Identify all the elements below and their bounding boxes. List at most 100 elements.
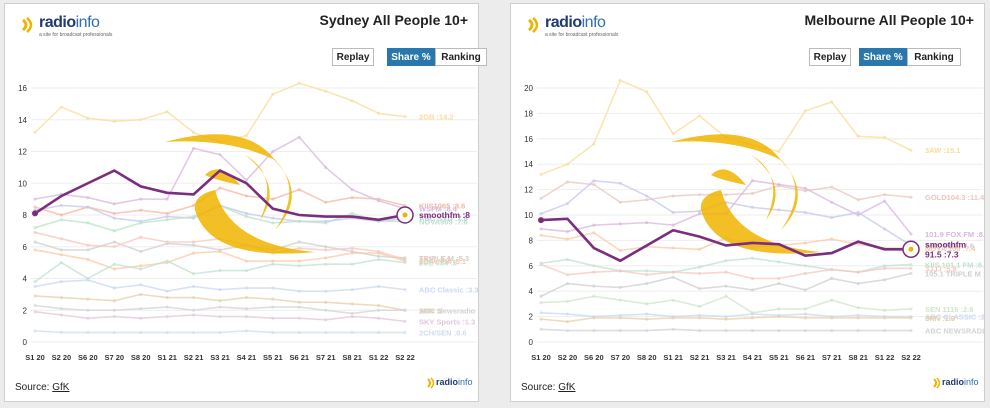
x-tick-label: S8 21 [848, 353, 868, 362]
series-point [324, 165, 328, 169]
ranking-button[interactable]: Ranking [907, 48, 961, 66]
y-tick-label: 16 [18, 84, 27, 93]
series-point [803, 109, 807, 113]
series-point [803, 264, 807, 268]
series-point [324, 256, 328, 260]
series-point [856, 306, 860, 310]
series-point [191, 130, 196, 135]
series-point [750, 288, 755, 292]
series-point [565, 281, 570, 286]
series-point [59, 330, 64, 335]
series-point [403, 203, 407, 208]
series-point [244, 295, 249, 300]
series-point [750, 316, 755, 320]
series-point [86, 116, 90, 120]
series-end-label: 2DAY FM :5.1 [419, 257, 466, 266]
melbourne-panel: radioinfo a site for broadcast professio… [510, 3, 985, 402]
radioinfo-logo[interactable]: radioinfo a site for broadcast professio… [525, 14, 635, 44]
series-point [244, 259, 249, 263]
series-point [165, 197, 169, 201]
series-point [803, 307, 807, 311]
series-point [403, 288, 407, 292]
replay-button[interactable]: Replay [332, 48, 374, 66]
series-point [244, 329, 249, 333]
radioinfo-mini-logo: radioinfo [932, 377, 979, 391]
replay-button[interactable]: Replay [809, 48, 851, 66]
series-point [777, 281, 781, 286]
series-point [882, 199, 887, 203]
series-point [376, 330, 381, 335]
series-point [165, 330, 169, 335]
series-point [750, 328, 755, 333]
series-point [777, 149, 781, 154]
series-point [565, 180, 570, 184]
source-link[interactable]: GfK [52, 382, 70, 393]
series-end-label: NOVA969 :7.6 [419, 217, 468, 226]
x-tick-label: S3 21 [716, 353, 736, 362]
series-end-label: 3JJJ :5.8 [925, 264, 957, 273]
share-percent-button[interactable]: Share % [387, 48, 435, 66]
series-point [244, 178, 249, 182]
series-point [403, 330, 407, 335]
series-point [645, 328, 649, 333]
series-end-point [402, 212, 408, 218]
series-point [856, 198, 860, 202]
mini-logo-wordmark: radioinfo [436, 377, 473, 387]
y-tick-label: 6 [23, 243, 28, 252]
series-point [218, 330, 222, 335]
y-tick-label: 18 [524, 109, 533, 118]
y-tick-label: 20 [524, 84, 533, 93]
radioinfo-logo[interactable]: radioinfo a site for broadcast professio… [19, 14, 129, 44]
series-point [324, 248, 328, 252]
series-point [403, 319, 407, 323]
series-point [271, 216, 275, 220]
y-tick-label: 0 [529, 338, 534, 347]
series-point [777, 328, 781, 333]
share-percent-button[interactable]: Share % [859, 48, 907, 66]
series-line-3aw [540, 79, 912, 176]
series-point [856, 316, 860, 320]
series-point [830, 237, 834, 241]
series-end-label: 2RN :2 [419, 306, 443, 315]
sydney-share-chart: 0 2 4 6 8 10 12 14 16 S1 20 S2 20 S6 20 S7 20 S8 20 S1… [18, 81, 478, 362]
series-point [112, 240, 116, 244]
x-tick-label: S2 21 [690, 353, 710, 362]
series-point [297, 316, 301, 320]
series-point [297, 188, 301, 192]
y-tick-label: 14 [18, 116, 27, 125]
series-point [350, 330, 354, 335]
ranking-button[interactable]: Ranking [435, 48, 487, 66]
series-point [297, 300, 301, 304]
watermark-arc [194, 190, 315, 254]
series-point [350, 262, 354, 266]
series-point [909, 271, 913, 276]
series-point [592, 270, 596, 274]
series-point [324, 89, 328, 93]
series-point [882, 316, 887, 320]
series-point [139, 208, 143, 212]
series-point [697, 287, 702, 291]
series-point [777, 276, 781, 281]
series-point [244, 286, 249, 290]
series-point [165, 211, 169, 216]
series-point [271, 149, 275, 154]
chart-title: Melbourne All People 10+ [804, 12, 974, 28]
series-point [297, 330, 301, 335]
series-point [856, 328, 860, 333]
series-point [565, 237, 570, 241]
series-point [830, 100, 834, 104]
radioinfo-watermark [165, 134, 315, 254]
series-point [803, 186, 807, 190]
series-point [350, 246, 354, 250]
series-end-label: ABC Classic :3.3 [419, 286, 478, 295]
series-point [376, 284, 381, 289]
source-note: Source: GfK [15, 382, 70, 393]
series-point [909, 316, 913, 320]
series-point [539, 172, 543, 176]
source-link[interactable]: GfK [558, 382, 576, 393]
series-point [86, 243, 90, 247]
series-point [139, 235, 143, 239]
series-point [724, 315, 728, 319]
series-point [86, 248, 90, 252]
series-point [297, 264, 301, 268]
